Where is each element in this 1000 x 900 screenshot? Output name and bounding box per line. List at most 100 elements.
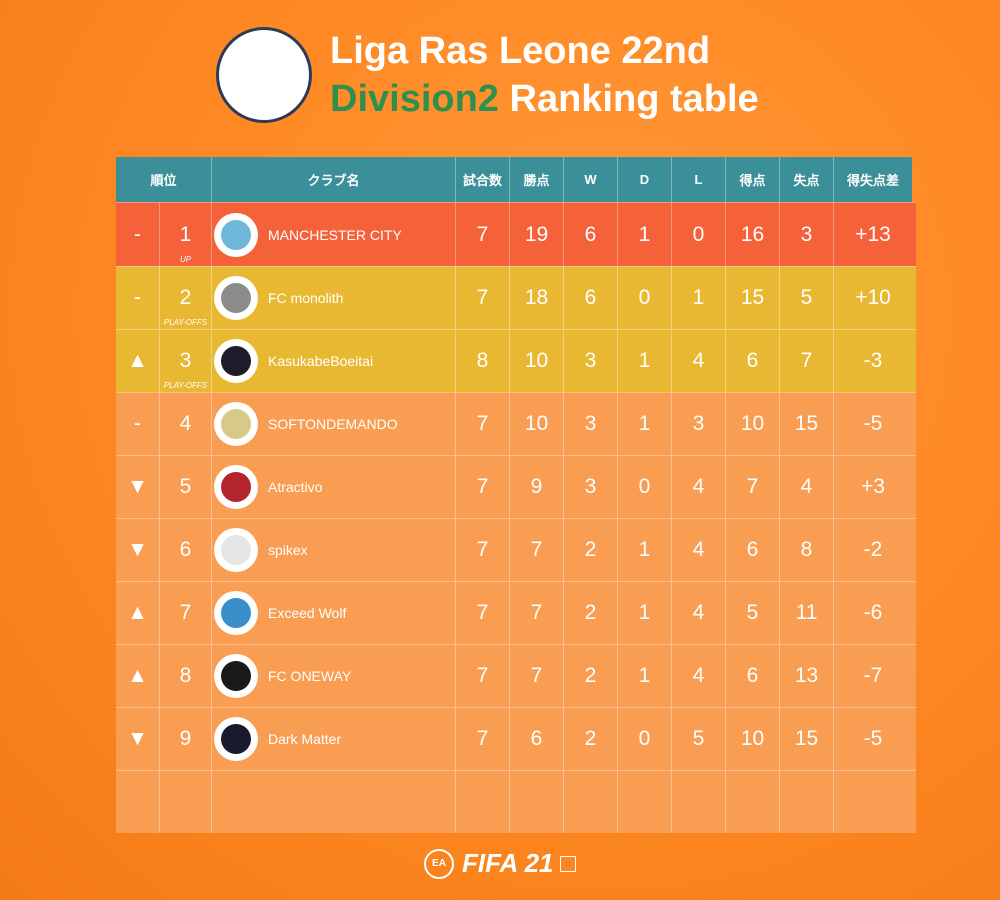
rank-change-indicator: ▼ xyxy=(116,519,160,581)
rank-change-indicator: ▲ xyxy=(116,330,160,392)
col-rank: 順位 xyxy=(116,157,212,202)
club-name: Atractivo xyxy=(260,456,456,518)
played-value xyxy=(456,771,510,833)
draws-value: 0 xyxy=(618,456,672,518)
goal-difference-value: -5 xyxy=(863,412,883,435)
draws-value: 1 xyxy=(618,582,672,644)
draws-value: 1 xyxy=(618,203,672,266)
points-value: 19 xyxy=(510,203,564,266)
club-name: Dark Matter xyxy=(260,708,456,770)
club-name: FC monolith xyxy=(260,267,456,329)
rank-number: 2 xyxy=(179,286,192,309)
ea-sports-icon: EA xyxy=(424,848,454,879)
rank-status-label: PLAY-OFFS xyxy=(163,381,208,390)
goals-for-value: 6 xyxy=(726,645,780,707)
played-value: 7 xyxy=(456,582,510,644)
played-value: 7 xyxy=(456,393,510,455)
table-row: ▼ 5 Atractivo 7 9 3 0 4 7 4 +3 xyxy=(116,455,916,518)
division-label: Division2 xyxy=(330,78,499,120)
page-title-line1: Liga Ras Leone 22nd xyxy=(330,30,711,72)
wins-value xyxy=(564,771,618,833)
club-name: FC ONEWAY xyxy=(260,645,456,707)
rank-change-indicator xyxy=(116,771,160,833)
club-badge-icon xyxy=(214,212,258,257)
table-row: ▲ 7 Exceed Wolf 7 7 2 1 4 5 11 -6 xyxy=(116,581,916,644)
club-logo-cell xyxy=(212,771,260,833)
rank-cell: 4 xyxy=(160,393,212,455)
club-badge-icon xyxy=(214,465,258,509)
club-logo-cell xyxy=(212,708,260,770)
club-logo-cell xyxy=(212,203,260,266)
played-value: 7 xyxy=(456,267,510,329)
goal-difference-value: +13 xyxy=(855,222,891,246)
rank-cell: 9 xyxy=(160,708,212,770)
points-value: 7 xyxy=(510,645,564,707)
losses-value: 4 xyxy=(672,456,726,518)
losses-value: 4 xyxy=(672,519,726,581)
table-row: -2 PLAY-OFFS FC monolith 7 18 6 0 1 15 5 +10 xyxy=(116,266,916,329)
table-row xyxy=(116,770,916,833)
goal-difference-value: -3 xyxy=(863,349,883,372)
rank-cell: 8 xyxy=(160,645,212,707)
rank-number: 3 xyxy=(179,349,192,372)
points-value: 9 xyxy=(510,456,564,518)
rank-change-indicator: ▼ xyxy=(116,456,160,518)
col-points: 勝点 xyxy=(510,157,564,202)
rank-cell: 6 xyxy=(160,519,212,581)
col-w: W xyxy=(564,157,618,202)
losses-value: 0 xyxy=(672,203,726,266)
played-value: 8 xyxy=(456,330,510,392)
points-value: 6 xyxy=(510,708,564,770)
rank-cell: 3 PLAY-OFFS xyxy=(160,330,212,392)
rank-cell: 5 xyxy=(160,456,212,518)
draws-value: 0 xyxy=(618,267,672,329)
losses-value: 4 xyxy=(672,330,726,392)
table-row: -1 UP MANCHESTER CITY 7 19 6 1 0 16 3 +13 xyxy=(116,202,916,266)
club-logo-cell xyxy=(212,393,260,455)
club-badge-icon xyxy=(214,717,258,761)
wins-value: 2 xyxy=(564,645,618,707)
goals-for-value: 10 xyxy=(726,708,780,770)
col-played: 試合数 xyxy=(456,157,510,202)
rank-change-indicator: - xyxy=(116,267,160,329)
rank-change-indicator: ▼ xyxy=(116,708,160,770)
rank-status-label: PLAY-OFFS xyxy=(163,318,208,327)
rank-change-indicator: - xyxy=(116,203,160,266)
club-name: KasukabeBoeitai xyxy=(260,330,456,392)
points-value: 7 xyxy=(510,519,564,581)
rank-number: 5 xyxy=(179,475,192,498)
draws-value: 0 xyxy=(618,708,672,770)
table-row: -4 SOFTONDEMANDO 7 10 3 1 3 10 15 -5 xyxy=(116,392,916,455)
club-logo-cell xyxy=(212,645,260,707)
played-value: 7 xyxy=(456,519,510,581)
goals-for-value: 10 xyxy=(726,393,780,455)
points-value: 10 xyxy=(510,393,564,455)
rank-cell xyxy=(160,771,212,833)
rank-number: 4 xyxy=(179,412,192,435)
club-badge-icon xyxy=(214,654,258,698)
col-gd: 得失点差 xyxy=(834,157,912,202)
club-badge-icon xyxy=(214,591,258,635)
ranking-table: 順位 クラブ名 試合数 勝点 W D L 得点 失点 得失点差 -1 UP MANC… xyxy=(116,157,916,833)
rank-change-indicator: - xyxy=(116,393,160,455)
draws-value: 1 xyxy=(618,393,672,455)
goals-for-value: 16 xyxy=(726,203,780,266)
club-name: spikex xyxy=(260,519,456,581)
club-badge-icon xyxy=(214,528,258,572)
draws-value: 1 xyxy=(618,519,672,581)
rank-number: 8 xyxy=(179,664,192,687)
club-name: MANCHESTER CITY xyxy=(260,203,456,266)
goal-difference-value: +3 xyxy=(861,475,885,498)
goals-against-value: 8 xyxy=(780,519,834,581)
goal-difference-value xyxy=(834,771,912,833)
rank-change-indicator: ▲ xyxy=(116,582,160,644)
rank-change-indicator: ▲ xyxy=(116,645,160,707)
goals-for-value: 5 xyxy=(726,582,780,644)
points-value: 18 xyxy=(510,267,564,329)
wins-value: 2 xyxy=(564,708,618,770)
rank-cell: 7 xyxy=(160,582,212,644)
draws-value xyxy=(618,771,672,833)
club-badge-icon xyxy=(214,402,258,446)
goal-difference-value: -2 xyxy=(863,538,883,561)
goals-for-value: 7 xyxy=(726,456,780,518)
